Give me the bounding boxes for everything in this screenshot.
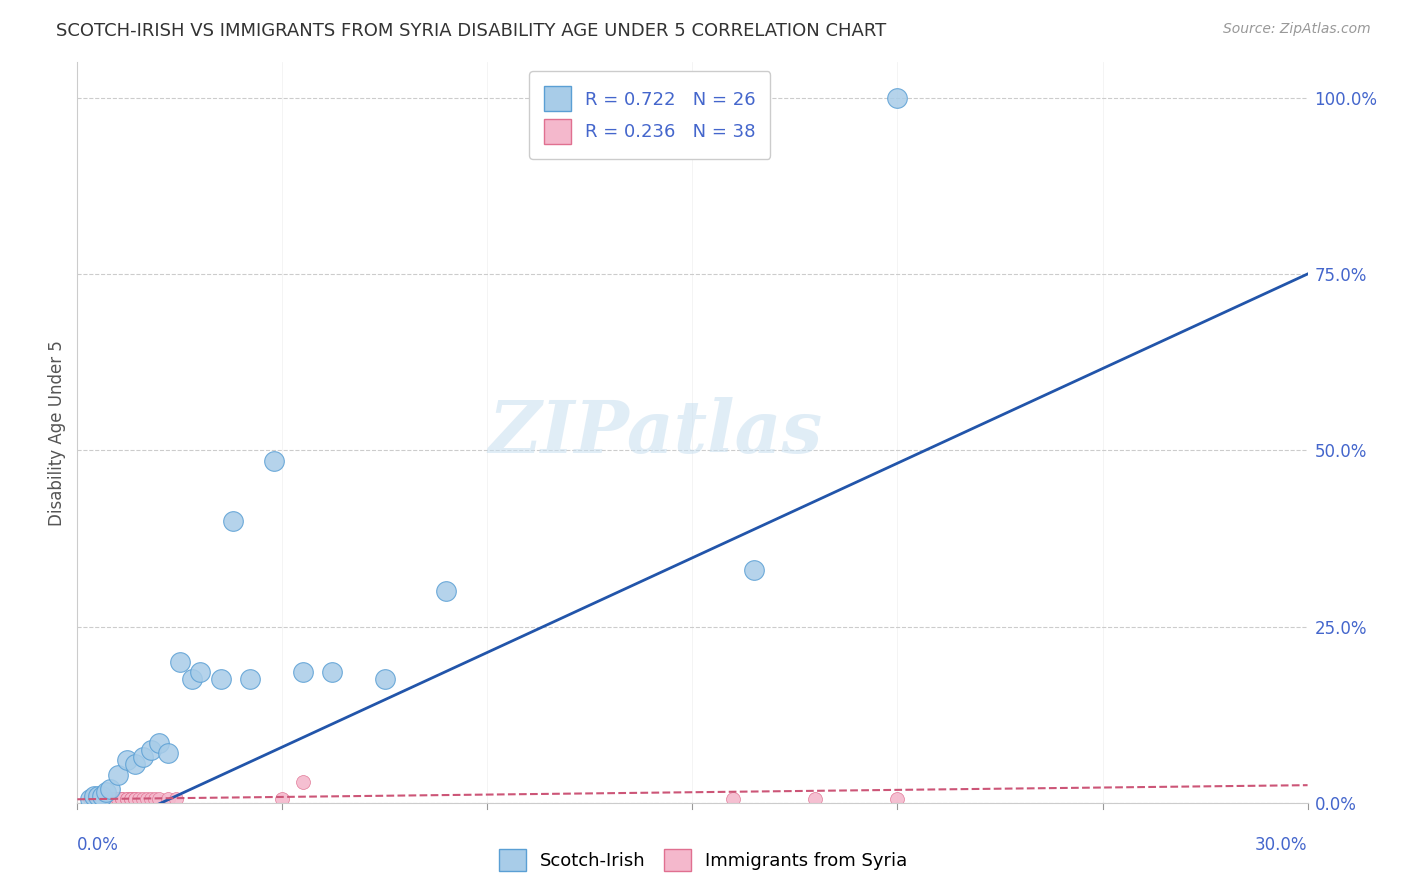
Point [271, 792, 294, 806]
Point [132, 750, 155, 764]
Point [436, 584, 458, 599]
Point [124, 792, 146, 806]
Point [87, 789, 110, 803]
Point [120, 792, 142, 806]
Point [90, 792, 114, 806]
Point [90, 789, 114, 803]
Point [87, 792, 110, 806]
Point [79, 792, 101, 806]
Point [188, 665, 212, 680]
Point [321, 665, 343, 680]
Point [209, 673, 232, 687]
Point [107, 767, 129, 781]
Point [148, 792, 170, 806]
Point [222, 514, 245, 528]
Point [156, 747, 179, 761]
Point [90, 792, 114, 806]
Y-axis label: Disability Age Under 5: Disability Age Under 5 [48, 340, 66, 525]
Point [291, 665, 314, 680]
Point [107, 792, 129, 806]
Point [132, 792, 155, 806]
Point [886, 792, 908, 806]
Point [804, 792, 827, 806]
Point [94, 785, 117, 799]
Point [156, 792, 179, 806]
Legend: R = 0.722   N = 26, R = 0.236   N = 38: R = 0.722 N = 26, R = 0.236 N = 38 [529, 71, 770, 159]
Point [165, 792, 187, 806]
Point [742, 563, 765, 577]
Point [115, 754, 138, 768]
Point [90, 792, 114, 806]
Point [111, 792, 134, 806]
Point [83, 792, 105, 806]
Text: ZIPatlas: ZIPatlas [488, 397, 823, 468]
Point [124, 792, 146, 806]
Point [94, 792, 117, 806]
Point [291, 774, 314, 789]
Point [98, 792, 121, 806]
Point [239, 673, 262, 687]
Point [94, 792, 117, 806]
Point [98, 781, 121, 796]
Point [124, 757, 146, 772]
Point [136, 792, 159, 806]
Point [111, 792, 134, 806]
Point [723, 792, 745, 806]
Legend: Scotch-Irish, Immigrants from Syria: Scotch-Irish, Immigrants from Syria [491, 842, 915, 879]
Point [115, 792, 138, 806]
Point [107, 792, 129, 806]
Point [98, 792, 121, 806]
Point [87, 792, 110, 806]
Point [94, 792, 117, 806]
Point [120, 792, 142, 806]
Point [83, 789, 105, 803]
Point [128, 792, 150, 806]
Point [181, 673, 204, 687]
Point [103, 792, 125, 806]
Point [115, 792, 138, 806]
Point [141, 743, 163, 757]
Point [148, 736, 170, 750]
Text: 30.0%: 30.0% [1256, 836, 1308, 855]
Point [79, 792, 101, 806]
Point [83, 792, 105, 806]
Point [169, 655, 191, 669]
Point [886, 91, 908, 105]
Point [263, 454, 285, 468]
Text: SCOTCH-IRISH VS IMMIGRANTS FROM SYRIA DISABILITY AGE UNDER 5 CORRELATION CHART: SCOTCH-IRISH VS IMMIGRANTS FROM SYRIA DI… [56, 22, 887, 40]
Point [374, 673, 396, 687]
Text: 0.0%: 0.0% [77, 836, 120, 855]
Point [103, 792, 125, 806]
Text: Source: ZipAtlas.com: Source: ZipAtlas.com [1223, 22, 1371, 37]
Point [141, 792, 163, 806]
Point [143, 792, 166, 806]
